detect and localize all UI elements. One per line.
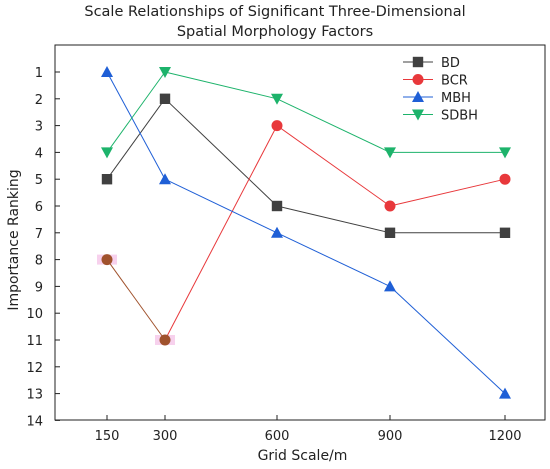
y-tick-label: 2 (35, 93, 43, 108)
legend-marker (412, 109, 424, 121)
legend-marker (412, 56, 424, 68)
y-tick-label: 11 (26, 334, 43, 349)
y-tick-label: 10 (26, 307, 43, 322)
legend-marker (412, 74, 424, 85)
series-line-bcr (106, 259, 166, 341)
x-tick-label: 300 (153, 429, 178, 444)
series-line-mbh (106, 71, 166, 180)
data-point-sdbh (384, 147, 396, 159)
y-tick-label: 4 (35, 146, 43, 161)
chart-title-line-1: Scale Relationships of Significant Three… (84, 4, 466, 20)
series-line-sdbh (164, 71, 278, 100)
data-point-bd (499, 227, 511, 238)
x-tick-label: 600 (265, 429, 290, 444)
data-point-bd (384, 227, 396, 238)
data-point-bcr (159, 334, 171, 346)
data-point-bcr (101, 254, 113, 266)
series-line-mbh (276, 232, 391, 287)
y-tick-label: 9 (35, 280, 43, 295)
series-line-bd (276, 205, 391, 234)
data-point-bcr (271, 120, 283, 132)
data-point-sdbh (159, 67, 171, 78)
y-tick-label: 7 (35, 227, 43, 242)
legend-label: MBH (441, 91, 471, 106)
x-axis-label: Grid Scale/m (257, 448, 348, 464)
data-point-mbh (101, 66, 113, 77)
data-point-bd (159, 93, 171, 104)
series-line-bd (164, 98, 278, 207)
series-line-bcr (389, 178, 506, 207)
data-point-bd (101, 174, 113, 185)
data-point-sdbh (101, 147, 113, 159)
y-tick-label: 13 (26, 388, 43, 403)
data-point-mbh (159, 173, 171, 185)
data-point-bd (271, 200, 283, 212)
legend-marker (412, 91, 424, 102)
chart-title-line-2: Spatial Morphology Factors (176, 24, 374, 40)
legend-label: SDBH (441, 109, 478, 124)
data-point-bcr (499, 173, 511, 185)
series-line-bcr (164, 125, 278, 341)
x-tick-label: 1200 (488, 429, 521, 444)
series-line-bcr (276, 125, 391, 207)
data-point-sdbh (271, 93, 283, 105)
data-point-mbh (271, 226, 283, 238)
y-tick-label: 5 (35, 173, 43, 188)
y-tick-label: 14 (26, 414, 43, 429)
legend-label: BD (441, 56, 460, 71)
y-tick-label: 1 (35, 66, 43, 81)
legend-label: BCR (441, 74, 468, 89)
y-tick-label: 8 (35, 254, 43, 269)
x-tick-label: 150 (95, 429, 120, 444)
y-tick-label: 6 (35, 200, 43, 215)
series-line-mbh (389, 286, 506, 394)
series-line-mbh (164, 178, 278, 234)
series-line-sdbh (106, 71, 166, 153)
series-line-sdbh (276, 98, 391, 153)
data-point-mbh (384, 280, 396, 292)
x-tick-label: 900 (378, 429, 403, 444)
data-point-sdbh (499, 147, 511, 159)
series-line-bd (106, 98, 166, 180)
data-point-bcr (384, 200, 396, 212)
data-point-mbh (499, 387, 511, 399)
y-tick-label: 12 (26, 361, 43, 376)
y-tick-label: 3 (35, 120, 43, 135)
